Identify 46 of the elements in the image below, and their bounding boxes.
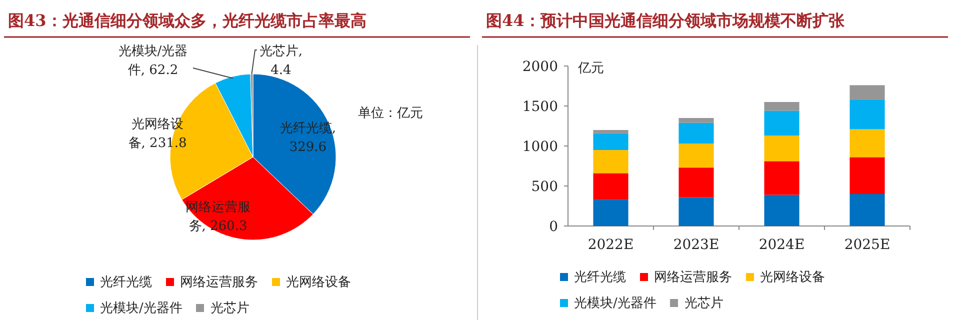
legend-label: 光芯片 [684, 295, 724, 312]
legend-label: 光网络设备 [286, 274, 351, 291]
x-tick-label: 2024E [758, 237, 805, 253]
legend-label: 光纤光缆 [100, 274, 152, 291]
data-label: 光模块/光器件, 62.2 [117, 43, 189, 80]
bar [678, 118, 714, 123]
bar [678, 144, 714, 168]
legend-label: 光纤光缆 [574, 269, 626, 286]
data-label: 光芯片, 4.4 [258, 43, 304, 80]
bar [764, 194, 800, 226]
x-tick-label: 2025E [844, 237, 890, 253]
y-tick-label: 0 [549, 219, 558, 235]
legend-label: 光模块/光器件 [574, 295, 656, 312]
text: 单位：亿元 [358, 106, 423, 121]
bar [850, 129, 885, 158]
bar [593, 200, 628, 226]
bar [850, 85, 885, 100]
x-tick-label: 2022E [588, 237, 634, 253]
legend-label: 网络运营服务 [654, 269, 732, 286]
data-label: 网络运营服务, 260.3 [184, 199, 252, 236]
bar [850, 100, 885, 130]
bar [764, 110, 800, 136]
bar [850, 157, 885, 194]
y-tick-label: 2000 [522, 59, 558, 75]
y-tick-label: 1500 [522, 99, 558, 115]
bar [850, 194, 885, 226]
bar [593, 150, 628, 174]
bar [593, 173, 628, 200]
bar [593, 133, 628, 150]
bar [764, 161, 800, 195]
legend-label: 网络运营服务 [180, 274, 258, 291]
chart-title: 图43：光通信细分领域众多，光纤光缆市占率最高 [8, 11, 366, 30]
legend-label: 光网络设备 [760, 269, 825, 286]
y-tick-label: 500 [531, 179, 558, 195]
x-tick-label: 2023E [673, 237, 720, 253]
legend-label: 光模块/光器件 [100, 300, 182, 317]
y-axis-title: 亿元 [577, 61, 604, 76]
bar [764, 102, 800, 111]
bar [593, 130, 628, 134]
bar [678, 168, 714, 198]
y-tick-label: 1000 [522, 139, 558, 155]
chart-title: 图44：预计中国光通信细分领域市场规模不断扩张 [486, 11, 846, 30]
bar [764, 136, 800, 162]
legend-label: 光芯片 [210, 300, 250, 317]
bar [678, 122, 714, 144]
bar [678, 197, 714, 226]
